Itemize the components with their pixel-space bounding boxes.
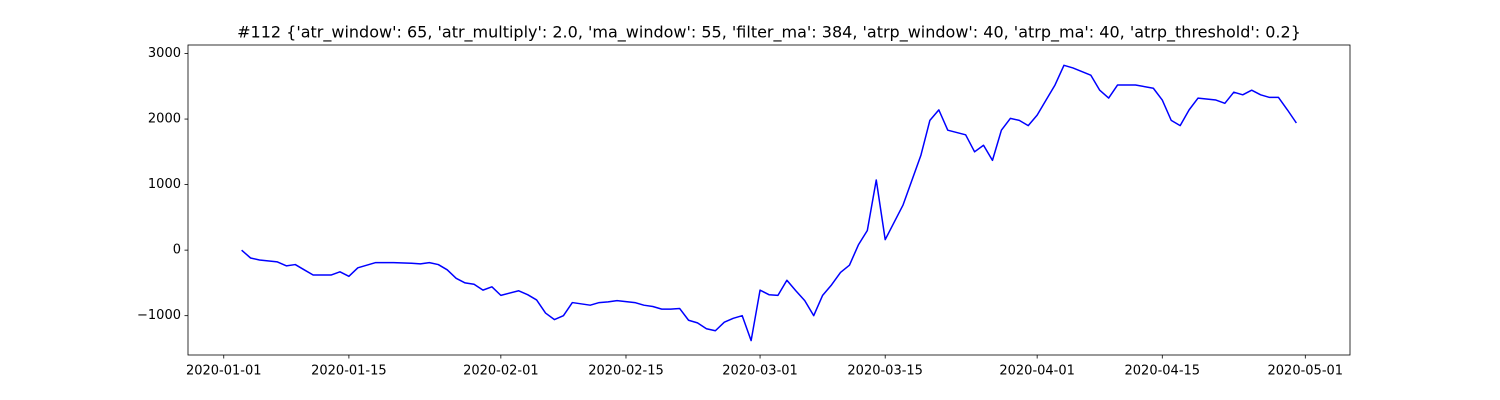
x-tick-label: 2020-02-01 [463,364,539,379]
y-tick-label: 2000 [148,112,181,127]
x-tick-label: 2020-01-15 [311,364,387,379]
plot-frame [187,44,1351,356]
x-tick-label: 2020-02-15 [588,364,664,379]
x-tick-label: 2020-03-15 [847,364,923,379]
line-series [241,64,1297,342]
x-tick-label: 2020-04-15 [1125,364,1201,379]
y-tick-label: 1000 [148,177,181,192]
x-tick-label: 2020-05-01 [1268,364,1344,379]
y-tick-label: 0 [173,243,181,258]
x-tick-label: 2020-01-01 [186,364,262,379]
chart-title: #112 {'atr_window': 65, 'atr_multiply': … [237,23,1301,43]
y-tick-label: 3000 [148,46,181,61]
y-tick-label: −1000 [137,308,181,323]
x-tick-label: 2020-03-01 [722,364,798,379]
x-tick-label: 2020-04-01 [999,364,1075,379]
